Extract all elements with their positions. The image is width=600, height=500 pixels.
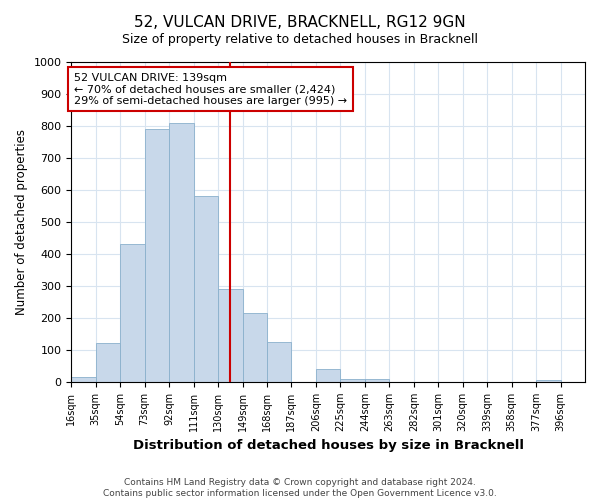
Text: Size of property relative to detached houses in Bracknell: Size of property relative to detached ho… <box>122 32 478 46</box>
Text: Contains HM Land Registry data © Crown copyright and database right 2024.
Contai: Contains HM Land Registry data © Crown c… <box>103 478 497 498</box>
Bar <box>316 369 340 382</box>
Bar <box>536 380 560 382</box>
Bar <box>365 378 389 382</box>
X-axis label: Distribution of detached houses by size in Bracknell: Distribution of detached houses by size … <box>133 440 524 452</box>
Bar <box>340 378 365 382</box>
Y-axis label: Number of detached properties: Number of detached properties <box>15 128 28 314</box>
Bar <box>267 342 292 382</box>
Bar <box>120 244 145 382</box>
Text: 52 VULCAN DRIVE: 139sqm
← 70% of detached houses are smaller (2,424)
29% of semi: 52 VULCAN DRIVE: 139sqm ← 70% of detache… <box>74 72 347 106</box>
Bar <box>218 289 242 382</box>
Bar <box>242 313 267 382</box>
Bar <box>71 377 96 382</box>
Bar <box>145 129 169 382</box>
Bar <box>194 196 218 382</box>
Bar <box>96 344 120 382</box>
Text: 52, VULCAN DRIVE, BRACKNELL, RG12 9GN: 52, VULCAN DRIVE, BRACKNELL, RG12 9GN <box>134 15 466 30</box>
Bar <box>169 123 194 382</box>
